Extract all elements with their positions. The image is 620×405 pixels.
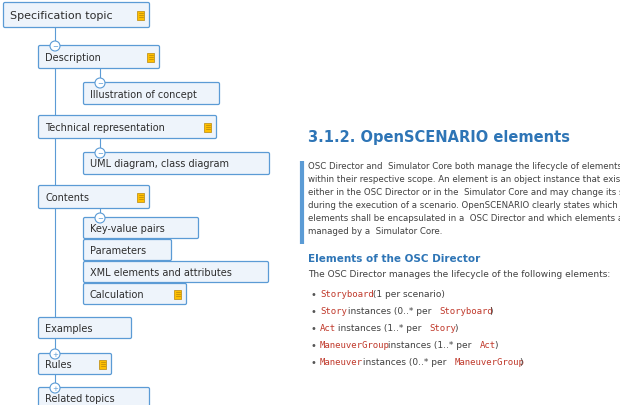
FancyBboxPatch shape — [38, 47, 159, 69]
FancyBboxPatch shape — [84, 284, 187, 305]
Text: Illustration of concept: Illustration of concept — [90, 89, 197, 99]
FancyBboxPatch shape — [84, 240, 172, 261]
Text: Act: Act — [320, 323, 336, 332]
Text: instances (0..* per: instances (0..* per — [345, 306, 434, 315]
Text: Maneuver: Maneuver — [320, 357, 363, 366]
Text: •: • — [310, 323, 316, 333]
Text: •: • — [310, 357, 316, 367]
Text: managed by a  Simulator Core.: managed by a Simulator Core. — [308, 226, 443, 235]
Text: −: − — [97, 215, 103, 222]
Text: •: • — [310, 289, 316, 299]
Text: Elements of the OSC Director: Elements of the OSC Director — [308, 254, 480, 263]
Text: +: + — [52, 351, 58, 357]
Circle shape — [95, 149, 105, 159]
Text: Story: Story — [430, 323, 456, 332]
Text: Story: Story — [320, 306, 347, 315]
Text: −: − — [97, 151, 103, 157]
Text: elements shall be encapsulated in a  OSC Director and which elements are: elements shall be encapsulated in a OSC … — [308, 213, 620, 222]
Text: either in the OSC Director or in the  Simulator Core and may change its state: either in the OSC Director or in the Sim… — [308, 188, 620, 196]
Text: Specification topic: Specification topic — [10, 11, 113, 21]
FancyBboxPatch shape — [4, 4, 149, 28]
Text: during the execution of a scenario. OpenSCENARIO clearly states which: during the execution of a scenario. Open… — [308, 200, 618, 209]
Text: +: + — [52, 385, 58, 391]
FancyBboxPatch shape — [38, 354, 112, 375]
FancyBboxPatch shape — [38, 388, 149, 405]
FancyBboxPatch shape — [174, 290, 181, 299]
Text: Storyboard: Storyboard — [440, 306, 494, 315]
Text: Act: Act — [479, 340, 495, 349]
Text: Key-value pairs: Key-value pairs — [90, 224, 165, 233]
Text: 3.1.2. OpenSCENARIO elements: 3.1.2. OpenSCENARIO elements — [308, 130, 570, 145]
Text: Related topics: Related topics — [45, 393, 115, 403]
Text: Parameters: Parameters — [90, 245, 146, 256]
Text: Examples: Examples — [45, 323, 92, 333]
Text: ManeuverGroup: ManeuverGroup — [320, 340, 390, 349]
FancyBboxPatch shape — [147, 53, 154, 62]
Circle shape — [95, 79, 105, 89]
Text: •: • — [310, 306, 316, 316]
Text: Storyboard: Storyboard — [320, 289, 374, 298]
Text: ): ) — [454, 323, 458, 332]
Text: Calculation: Calculation — [90, 289, 144, 299]
Text: ): ) — [490, 306, 493, 315]
FancyBboxPatch shape — [204, 123, 211, 132]
Text: UML diagram, class diagram: UML diagram, class diagram — [90, 159, 229, 169]
Text: •: • — [310, 340, 316, 350]
Text: The OSC Director manages the lifecycle of the following elements:: The OSC Director manages the lifecycle o… — [308, 269, 610, 278]
Circle shape — [50, 349, 60, 359]
Circle shape — [95, 213, 105, 224]
Text: instances (0..* per: instances (0..* per — [360, 357, 450, 366]
FancyBboxPatch shape — [137, 11, 144, 20]
Text: −: − — [52, 44, 58, 50]
Circle shape — [50, 383, 60, 393]
FancyBboxPatch shape — [84, 262, 268, 283]
Text: ): ) — [520, 357, 523, 366]
Text: (1 per scenario): (1 per scenario) — [370, 289, 445, 298]
Text: ManeuverGroup: ManeuverGroup — [454, 357, 525, 366]
FancyBboxPatch shape — [137, 193, 144, 202]
FancyBboxPatch shape — [84, 218, 198, 239]
FancyBboxPatch shape — [84, 153, 270, 175]
Text: Rules: Rules — [45, 359, 72, 369]
Text: OSC Director and  Simulator Core both manage the lifecycle of elements: OSC Director and Simulator Core both man… — [308, 162, 620, 171]
Text: XML elements and attributes: XML elements and attributes — [90, 267, 232, 277]
Text: Description: Description — [45, 53, 101, 63]
Text: instances (1..* per: instances (1..* per — [385, 340, 474, 349]
Text: within their respective scope. An element is an object instance that exists: within their respective scope. An elemen… — [308, 175, 620, 183]
Text: ): ) — [495, 340, 498, 349]
FancyBboxPatch shape — [38, 116, 216, 139]
Text: −: − — [97, 81, 103, 87]
Text: instances (1..* per: instances (1..* per — [335, 323, 424, 332]
Circle shape — [50, 42, 60, 52]
FancyBboxPatch shape — [99, 360, 106, 369]
Text: Contents: Contents — [45, 192, 89, 202]
FancyBboxPatch shape — [38, 318, 131, 339]
FancyBboxPatch shape — [38, 186, 149, 209]
Text: Technical representation: Technical representation — [45, 123, 165, 133]
FancyBboxPatch shape — [84, 83, 219, 105]
